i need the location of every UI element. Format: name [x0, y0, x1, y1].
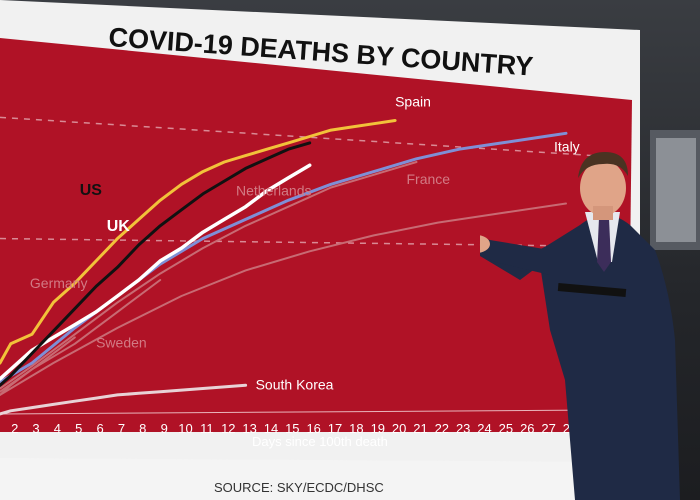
x-tick-2: 2: [11, 421, 18, 436]
series-label-france: France: [407, 171, 451, 187]
x-tick-22: 22: [435, 421, 449, 436]
series-label-south-korea: South Korea: [256, 376, 334, 392]
x-tick-12: 12: [221, 421, 235, 436]
x-tick-15: 15: [285, 421, 299, 436]
source-band: [0, 458, 620, 500]
series-line-france: [0, 161, 418, 390]
series-line-germany: [0, 279, 162, 393]
series-label-germany: Germany: [30, 275, 88, 291]
series-line-netherlands: [0, 202, 567, 396]
series-line-south-korea: [0, 383, 248, 416]
series-label-netherlands: Netherlands: [236, 183, 312, 199]
presenter-hair: [578, 152, 628, 178]
series-label-italy: Italy: [554, 138, 580, 154]
x-tick-23: 23: [456, 421, 470, 436]
series-label-layer: Spain Italy US UK France Germany Netherlands Sw…: [30, 94, 580, 393]
x-tick-5: 5: [75, 421, 82, 436]
series-label-uk: UK: [107, 218, 131, 235]
x-tick-16: 16: [306, 421, 320, 436]
series-line-spain: [0, 119, 397, 365]
series-label-us: US: [80, 182, 103, 199]
x-tick-4: 4: [54, 421, 61, 436]
grid-line-1: [0, 116, 621, 159]
x-tick-20: 20: [392, 421, 406, 436]
presenter-neck: [593, 206, 613, 220]
series-label-spain: Spain: [395, 94, 431, 110]
x-tick-24: 24: [477, 421, 491, 436]
x-axis-label: Days since 100th death: [252, 434, 388, 449]
x-tick-17: 17: [328, 421, 342, 436]
side-monitor-screen: [656, 138, 696, 242]
x-tick-14: 14: [264, 421, 278, 436]
x-tick-8: 8: [139, 421, 146, 436]
x-tick-9: 9: [161, 421, 168, 436]
presenter-face: [580, 160, 626, 216]
presenter-arm: [480, 237, 550, 275]
x-tick-19: 19: [371, 421, 385, 436]
x-tick-6: 6: [96, 421, 103, 436]
series-label-sweden: Sweden: [96, 334, 147, 350]
presenter-tie: [597, 218, 611, 272]
x-tick-25: 25: [499, 421, 513, 436]
x-tick-26: 26: [520, 421, 534, 436]
source-text: SOURCE: SKY/ECDC/DHSC: [214, 480, 384, 495]
presenter-figure: [480, 130, 700, 500]
x-tick-10: 10: [178, 421, 192, 436]
presenter-suit: [480, 215, 680, 500]
x-tick-13: 13: [242, 421, 256, 436]
x-tick-11: 11: [200, 421, 214, 436]
x-axis-baseline: [0, 409, 601, 415]
plot-panel: [0, 38, 632, 432]
series-layer: [0, 119, 568, 416]
x-tick-21: 21: [413, 421, 427, 436]
x-tick-7: 7: [118, 421, 125, 436]
presenter-tablet: [557, 283, 627, 297]
x-tick-3: 3: [32, 421, 39, 436]
series-line-us: [0, 141, 312, 387]
x-tick-27: 27: [541, 421, 555, 436]
presenter-hand: [480, 235, 490, 253]
x-tick-18: 18: [349, 421, 363, 436]
